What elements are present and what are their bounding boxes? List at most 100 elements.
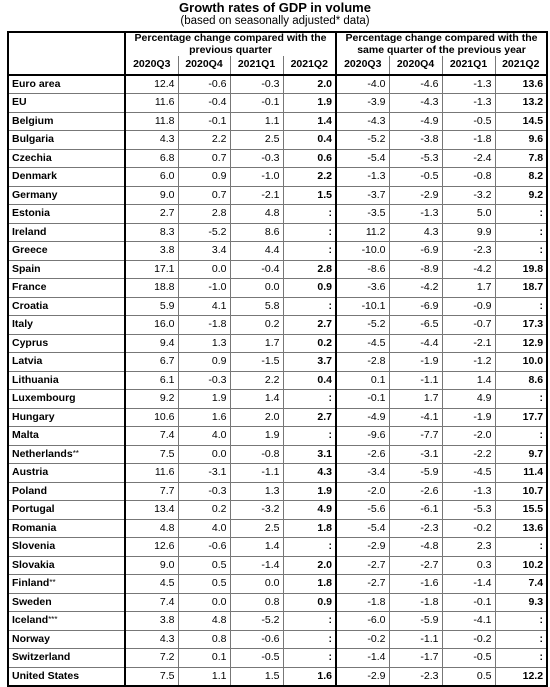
country-cell: Euro area (7, 74, 125, 94)
value-cell: 1.9 (177, 389, 230, 409)
value-cell: 1.1 (177, 667, 230, 687)
country-name: Switzerland (12, 651, 71, 664)
country-cell: EU (7, 93, 125, 113)
country-name: Euro area (12, 77, 61, 90)
value-cell: -3.6 (335, 278, 389, 298)
country-name: Croatia (12, 299, 49, 312)
country-cell: Germany (7, 186, 125, 205)
footnote-marker: ** (72, 448, 79, 458)
value-cell: -3.1 (388, 445, 442, 464)
value-cell: 8.6 (229, 223, 283, 242)
value-cell: 13.4 (124, 500, 178, 520)
value-cell: 19.8 (494, 260, 549, 279)
value-cell: -4.8 (388, 537, 442, 557)
footnote-marker: *** (48, 615, 58, 625)
value-cell: -0.1 (229, 93, 283, 113)
value-cell: 1.6 (177, 408, 230, 427)
value-cell: -4.0 (335, 74, 389, 94)
value-cell: -3.9 (335, 93, 389, 113)
value-cell: 0.0 (177, 593, 230, 612)
value-cell: 12.6 (124, 537, 178, 557)
value-cell: -4.3 (335, 112, 389, 131)
country-cell: Malta (7, 426, 125, 446)
value-cell: 17.3 (494, 315, 549, 335)
value-cell: : (282, 630, 336, 649)
table-row: Switzerland 7.2 0.1 -0.5: -1.4 -1.7 -0.5: (7, 648, 549, 668)
country-cell: Slovakia (7, 556, 125, 575)
value-cell: -1.0 (177, 278, 230, 298)
value-cell: 0.8 (229, 593, 283, 612)
value-cell: : (282, 241, 336, 261)
value-cell: -0.5 (388, 167, 442, 187)
period-header: 2020Q3 (335, 56, 389, 76)
value-cell: -0.9 (441, 297, 495, 316)
value-cell: : (494, 223, 549, 242)
yoy-group-header: Percentage change compared with the same… (334, 31, 549, 56)
value-cell: 0.0 (229, 574, 283, 594)
value-cell: -0.3 (177, 482, 230, 501)
country-name: Greece (12, 244, 48, 257)
value-cell: -4.4 (388, 334, 442, 353)
country-name: Norway (12, 632, 50, 645)
value-cell: 9.4 (124, 334, 178, 353)
value-cell: 16.0 (124, 315, 178, 335)
value-cell: -1.3 (441, 74, 495, 94)
value-cell: -2.9 (335, 667, 389, 687)
value-cell: 0.5 (441, 667, 495, 687)
country-cell: Cyprus (7, 334, 125, 353)
value-cell: -3.2 (229, 500, 283, 520)
table-row: Croatia 5.9 4.1 5.8: -10.1 -6.9 -0.9: (7, 297, 549, 316)
table-row: Netherlands** 7.5 0.0 -0.8 3.1 -2.6 -3.1 -2.2 9.… (7, 445, 549, 464)
country-cell: Belgium (7, 112, 125, 131)
value-cell: 9.3 (494, 593, 549, 612)
country-name: Romania (12, 521, 57, 534)
footnote-marker: ** (49, 578, 56, 588)
table-body: Euro area 12.4 -0.6 -0.3 2.0 -4.0 -4.6 -1.3 13.6… (7, 74, 549, 687)
value-cell: -1.4 (335, 648, 389, 668)
value-cell: 6.8 (124, 149, 178, 168)
value-cell: 4.1 (177, 297, 230, 316)
value-cell: 15.5 (494, 500, 549, 520)
table-row: Italy 16.0 -1.8 0.2 2.7 -5.2 -6.5 -0.7 17.3 (7, 315, 549, 335)
value-cell: : (494, 537, 549, 557)
value-cell: 10.7 (494, 482, 549, 501)
value-cell: -1.9 (441, 408, 495, 427)
value-cell: 11.6 (124, 93, 178, 113)
country-name: Ireland (12, 225, 47, 238)
value-cell: 2.7 (282, 408, 336, 427)
value-cell: 1.7 (441, 278, 495, 298)
value-cell: 0.3 (441, 556, 495, 575)
country-cell: Norway (7, 630, 125, 649)
value-cell: 2.2 (229, 371, 283, 390)
value-cell: -2.0 (335, 482, 389, 501)
value-cell: : (494, 389, 549, 409)
value-cell: 4.3 (124, 130, 178, 150)
table-row: Latvia 6.7 0.9 -1.5 3.7 -2.8 -1.9 -1.2 10.0 (7, 352, 549, 372)
value-cell: 1.7 (229, 334, 283, 353)
value-cell: 0.0 (177, 445, 230, 464)
value-cell: 4.8 (229, 204, 283, 224)
value-cell: : (282, 537, 336, 557)
table-row: United States 7.5 1.1 1.5 1.6 -2.9 -2.3 0.5 12.2 (7, 667, 549, 687)
table-row: Czechia 6.8 0.7 -0.3 0.6 -5.4 -5.3 -2.4 7.8 (7, 149, 549, 168)
country-cell: Italy (7, 315, 125, 335)
value-cell: 9.0 (124, 186, 178, 205)
value-cell: -4.5 (441, 463, 495, 483)
table-row: Romania 4.8 4.0 2.5 1.8 -5.4 -2.3 -0.2 13.6 (7, 519, 549, 538)
gdp-growth-table: Percentage change compared with the prev… (7, 31, 549, 687)
value-cell: : (282, 223, 336, 242)
country-cell: Bulgaria (7, 130, 125, 150)
value-cell: 6.1 (124, 371, 178, 390)
value-cell: 4.0 (177, 426, 230, 446)
table-row: Germany 9.0 0.7 -2.1 1.5 -3.7 -2.9 -3.2 9.2 (7, 186, 549, 205)
value-cell: 5.8 (229, 297, 283, 316)
value-cell: 0.9 (282, 278, 336, 298)
value-cell: : (494, 426, 549, 446)
value-cell: 0.4 (282, 130, 336, 150)
value-cell: -0.4 (177, 93, 230, 113)
country-name: Latvia (12, 355, 43, 368)
value-cell: -1.2 (441, 352, 495, 372)
value-cell: 4.8 (124, 519, 178, 538)
table-row: Denmark 6.0 0.9 -1.0 2.2 -1.3 -0.5 -0.8 8.2 (7, 167, 549, 187)
table-row: Iceland*** 3.8 4.8 -5.2: -6.0 -5.9 -4.1: (7, 611, 549, 631)
